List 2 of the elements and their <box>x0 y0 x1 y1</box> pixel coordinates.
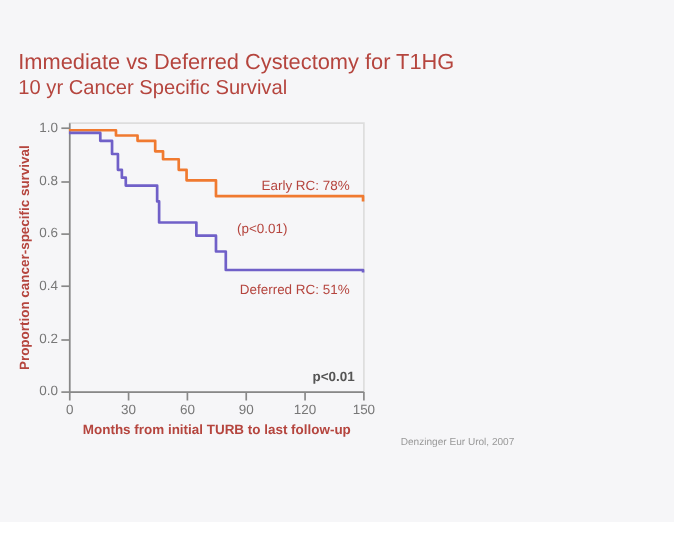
chart-title: Immediate vs Deferred Cystectomy for T1HG <box>18 50 455 75</box>
chart-subtitle: 10 yr Cancer Specific Survival <box>18 77 288 100</box>
